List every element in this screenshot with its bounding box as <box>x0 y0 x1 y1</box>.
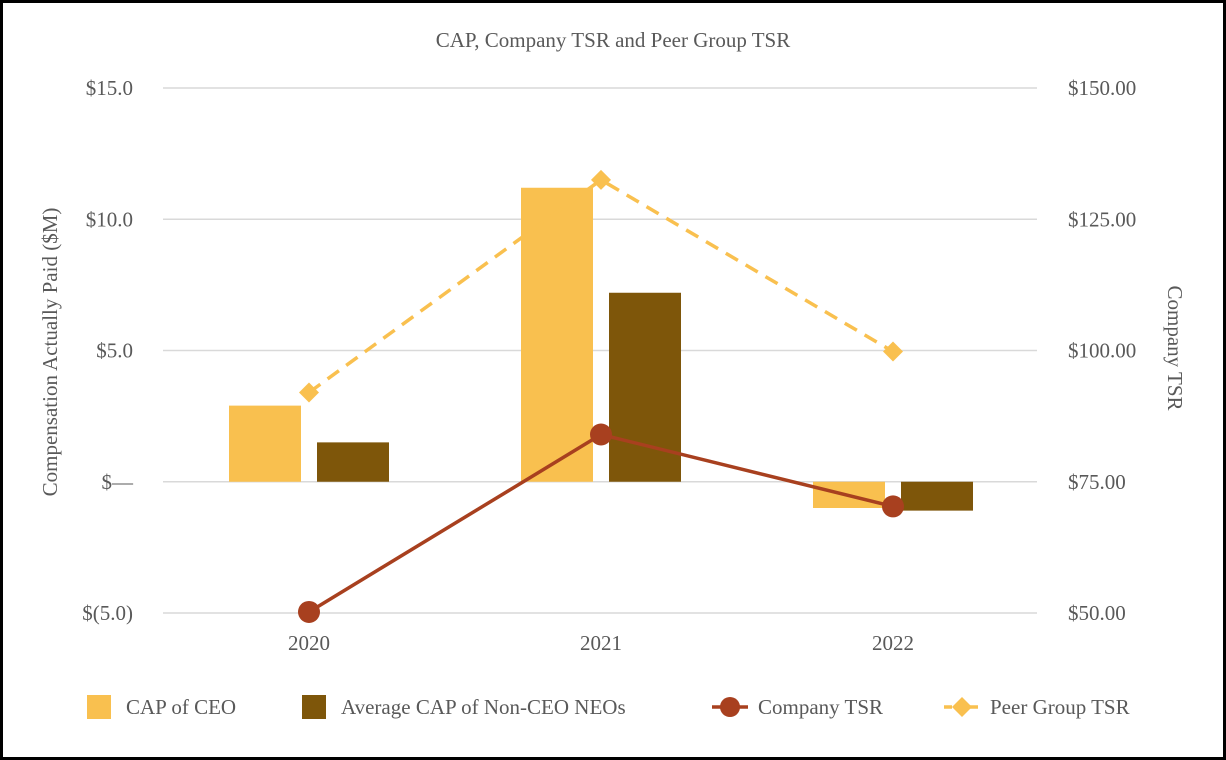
legend-item: CAP of CEO <box>87 695 236 719</box>
y-axis-left-label: Compensation Actually Paid ($M) <box>38 208 62 497</box>
lines <box>298 169 904 623</box>
series-line <box>307 177 894 394</box>
gridlines <box>163 87 1037 614</box>
y-left-tick-label: $5.0 <box>96 339 133 363</box>
legend-label: Company TSR <box>758 695 883 719</box>
bars <box>229 187 973 511</box>
bar <box>901 481 973 511</box>
series-line <box>308 432 894 614</box>
data-point <box>882 495 904 518</box>
y-right-tick-label: $150.00 <box>1068 76 1136 100</box>
legend-label: Average CAP of Non-CEO NEOs <box>341 695 626 719</box>
y-right-tick-label: $50.00 <box>1068 601 1126 625</box>
y-left-tick-label: $— <box>102 470 135 494</box>
legend-marker <box>952 697 972 717</box>
bar <box>229 405 301 482</box>
y-left-tick-label: $(5.0) <box>82 601 133 625</box>
legend-label: Peer Group TSR <box>990 695 1130 719</box>
y-right-tick-label: $125.00 <box>1068 207 1136 231</box>
y-axis-right-label: Company TSR <box>1163 285 1187 410</box>
tick-labels: $15.0 $10.0 $5.0 $— $(5.0) $150.00 $125.00 $100… <box>82 76 1136 655</box>
legend-marker <box>720 697 740 717</box>
legend-item: Average CAP of Non-CEO NEOs <box>302 695 626 719</box>
data-point <box>591 169 611 190</box>
x-tick-label: 2022 <box>872 631 914 655</box>
legend-item: Company TSR <box>712 695 883 719</box>
bar <box>521 187 593 482</box>
legend-item: Peer Group TSR <box>944 695 1130 719</box>
bar <box>317 442 389 482</box>
chart-title: CAP, Company TSR and Peer Group TSR <box>436 28 791 52</box>
legend-label: CAP of CEO <box>126 695 236 719</box>
x-tick-label: 2021 <box>580 631 622 655</box>
data-point <box>298 600 320 623</box>
legend: CAP of CEO Average CAP of Non-CEO NEOs Com… <box>87 695 1130 719</box>
y-left-tick-label: $10.0 <box>86 207 133 231</box>
legend-swatch <box>87 695 111 719</box>
data-point <box>883 341 903 362</box>
y-right-tick-label: $100.00 <box>1068 339 1136 363</box>
y-left-tick-label: $15.0 <box>86 76 133 100</box>
data-point <box>590 423 612 446</box>
bar <box>609 292 681 482</box>
legend-swatch <box>302 695 326 719</box>
x-tick-label: 2020 <box>288 631 330 655</box>
y-right-tick-label: $75.00 <box>1068 470 1126 494</box>
data-point <box>299 382 319 403</box>
